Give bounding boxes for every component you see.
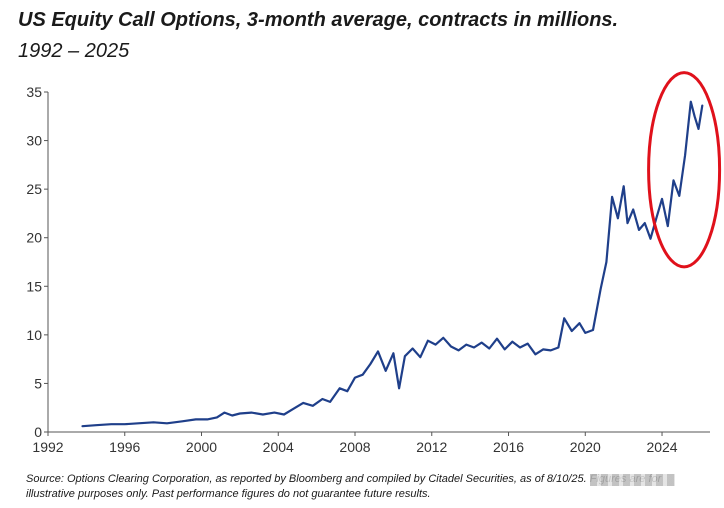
x-tick-label: 2024 xyxy=(646,439,677,455)
y-tick-label: 10 xyxy=(26,327,42,343)
series-line xyxy=(81,100,704,428)
y-tick-label: 20 xyxy=(26,230,42,246)
x-tick-label: 1996 xyxy=(109,439,140,455)
chart-subtitle: 1992 – 2025 xyxy=(18,40,130,62)
source-note: Source: Options Clearing Corporation, as… xyxy=(26,473,662,500)
y-tick-label: 25 xyxy=(26,181,42,197)
watermark-logo xyxy=(590,474,675,486)
chart-title: US Equity Call Options, 3-month average,… xyxy=(18,9,619,31)
x-tick-label: 2000 xyxy=(186,439,217,455)
y-tick-label: 0 xyxy=(34,424,42,440)
x-tick-label: 2020 xyxy=(570,439,601,455)
y-tick-label: 30 xyxy=(26,133,42,149)
x-tick-label: 2016 xyxy=(493,439,524,455)
x-tick-label: 2004 xyxy=(263,439,294,455)
y-tick-label: 5 xyxy=(34,375,42,391)
y-tick-label: 35 xyxy=(26,84,42,100)
x-tick-label: 2012 xyxy=(416,439,447,455)
x-tick-label: 2008 xyxy=(339,439,370,455)
y-tick-label: 15 xyxy=(26,278,42,294)
highlight-ellipse xyxy=(647,71,722,269)
x-tick-label: 1992 xyxy=(32,439,63,455)
